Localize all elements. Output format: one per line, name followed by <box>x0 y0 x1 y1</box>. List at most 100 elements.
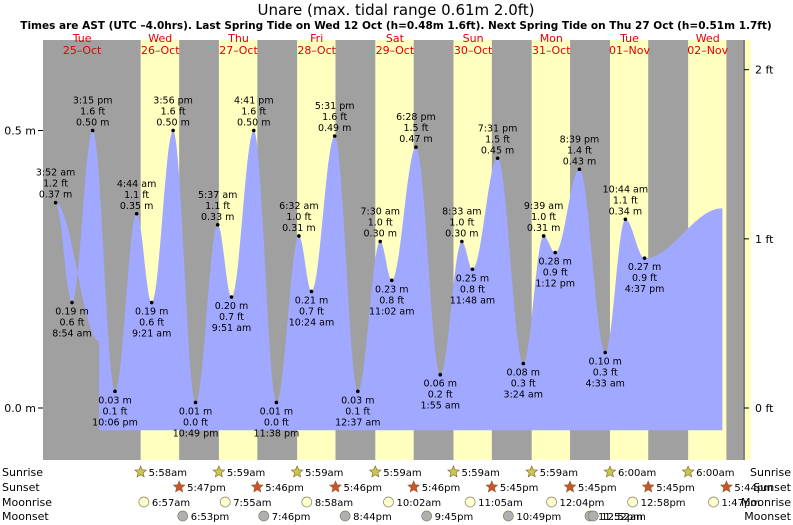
sunrise-time-label: 5:59am <box>383 468 421 479</box>
moonset-row-label-right: Moonset <box>744 510 791 523</box>
low-tide-label: 8:54 am <box>52 329 91 340</box>
high-tide-label: 5:37 am <box>198 190 237 201</box>
low-tide-label: 0.1 ft <box>102 406 127 417</box>
moonset-row-label-left: Moonset <box>2 510 49 523</box>
sunset-row-label-left: Sunset <box>2 481 40 494</box>
high-tide-label: 1.6 ft <box>322 112 347 123</box>
low-tide-label: 0.21 m <box>295 295 328 306</box>
sunset-icon <box>719 480 733 493</box>
low-tide-label: 10:24 am <box>289 317 334 328</box>
high-tide-label: 1.1 ft <box>613 195 638 206</box>
moonrise-time-label: 7:55am <box>233 498 271 509</box>
day-labels: Tue25–OctWed26–OctThu27–OctFri28–OctSat2… <box>63 32 729 57</box>
high-tide-label: 1.0 ft <box>449 218 474 229</box>
high-tide-label: 0.37 m <box>39 190 72 201</box>
day-date-label: 28–Oct <box>297 44 336 57</box>
tide-extreme-dot <box>229 295 234 299</box>
day-name-label: Wed <box>148 32 172 45</box>
high-tide-label: 0.30 m <box>445 229 478 240</box>
day-name-label: Mon <box>540 32 563 45</box>
sunset-row-label-right: Sunset <box>753 481 791 494</box>
high-tide-label: 1.0 ft <box>286 212 311 223</box>
tide-extreme-dot <box>495 156 500 161</box>
tide-extreme-dot <box>470 267 475 272</box>
moonrise-icon <box>546 496 557 508</box>
tide-extreme-dot <box>149 300 154 305</box>
day-date-label: 25–Oct <box>63 44 102 57</box>
moonrise-icon <box>138 496 150 508</box>
tide-extreme-dot <box>642 256 647 260</box>
day-name-label: Sun <box>463 32 484 45</box>
low-tide-label: 0.20 m <box>215 301 248 312</box>
tide-extreme-dot <box>553 250 558 255</box>
tide-extreme-dot <box>414 145 418 149</box>
high-tide-label: 3:15 pm <box>73 96 113 107</box>
tide-extreme-labels: 0.37 m1.2 ft3:52 am0.19 m0.6 ft8:54 am0.… <box>36 96 664 440</box>
moonset-time-label: 11:52pm <box>598 512 643 523</box>
sunrise-time-label: 5:59am <box>540 468 578 479</box>
moonrise-icon <box>464 496 476 508</box>
low-tide-label: 12:37 am <box>335 417 380 428</box>
high-tide-label: 0.45 m <box>481 145 514 156</box>
sunset-icon <box>250 480 264 493</box>
moonset-icon <box>258 510 270 522</box>
high-tide-label: 1.2 ft <box>43 179 68 190</box>
sunrise-icon <box>368 465 382 478</box>
sunset-time-label: 5:45pm <box>500 483 539 494</box>
moonset-icon <box>502 510 514 522</box>
low-tide-label: 0.27 m <box>628 262 661 273</box>
low-tide-label: 1:12 pm <box>535 279 575 290</box>
high-tide-label: 0.50 m <box>156 118 189 129</box>
day-name-label: Wed <box>696 32 720 45</box>
low-tide-label: 0.2 ft <box>428 390 453 401</box>
low-tide-label: 0.28 m <box>538 257 571 268</box>
low-tide-label: 0.06 m <box>424 379 457 390</box>
low-tide-label: 0.9 ft <box>632 273 657 284</box>
high-tide-label: 1.6 ft <box>80 107 105 118</box>
low-tide-label: 0.6 ft <box>139 318 164 329</box>
moonrise-row-label-left: Moonrise <box>2 496 52 509</box>
high-tide-label: 0.47 m <box>399 134 432 145</box>
moonset-time-label: 6:53pm <box>191 512 230 523</box>
high-tide-label: 1.5 ft <box>403 123 428 134</box>
high-tide-label: 1.6 ft <box>241 107 266 118</box>
day-name-label: Tue <box>72 32 92 45</box>
high-tide-label: 10:44 am <box>603 184 648 195</box>
day-date-label: 02–Nov <box>687 44 728 57</box>
moonrise-icon <box>301 496 313 508</box>
tide-extreme-dot <box>215 223 220 227</box>
sunrise-row-label-left: Sunrise <box>2 466 43 479</box>
sunrise-time-label: 6:00am <box>696 468 734 479</box>
low-tide-label: 10:49 pm <box>173 428 219 439</box>
sunset-icon <box>172 480 186 493</box>
low-tide-label: 4:33 am <box>586 379 625 390</box>
low-tide-label: 3:24 am <box>504 390 543 401</box>
moonrise-icon <box>383 496 394 508</box>
moonset-time-label: 12:52am <box>601 512 646 523</box>
low-tide-label: 9:21 am <box>132 329 171 340</box>
sunrise-time-label: 5:59am <box>461 468 499 479</box>
sunrise-icon <box>525 465 539 478</box>
sunrise-time-label: 5:58am <box>149 468 187 479</box>
moonrise-time-label: 10:02am <box>396 498 441 509</box>
day-date-label: 27–Oct <box>219 44 258 57</box>
tide-extreme-dot <box>274 400 279 405</box>
moonrise-icon <box>627 496 638 508</box>
sunset-icon <box>485 480 499 493</box>
low-tide-label: 4:37 pm <box>625 284 665 295</box>
sunrise-icon <box>447 465 460 478</box>
high-tide-label: 1.4 ft <box>567 145 592 156</box>
tide-extreme-dot <box>171 128 175 133</box>
moonrise-time-label: 6:57am <box>152 498 190 509</box>
tide-extreme-dot <box>90 128 95 133</box>
sunset-time-label: 5:45pm <box>578 483 617 494</box>
moonset-icon <box>177 510 189 522</box>
sunset-icon <box>641 480 655 493</box>
day-date-label: 31–Oct <box>532 44 571 57</box>
tide-extreme-dot <box>113 389 117 394</box>
tide-extreme-dot <box>603 350 608 355</box>
high-tide-label: 8:39 pm <box>560 134 600 145</box>
sunset-icon <box>329 480 342 493</box>
low-tide-label: 0.23 m <box>375 284 408 295</box>
